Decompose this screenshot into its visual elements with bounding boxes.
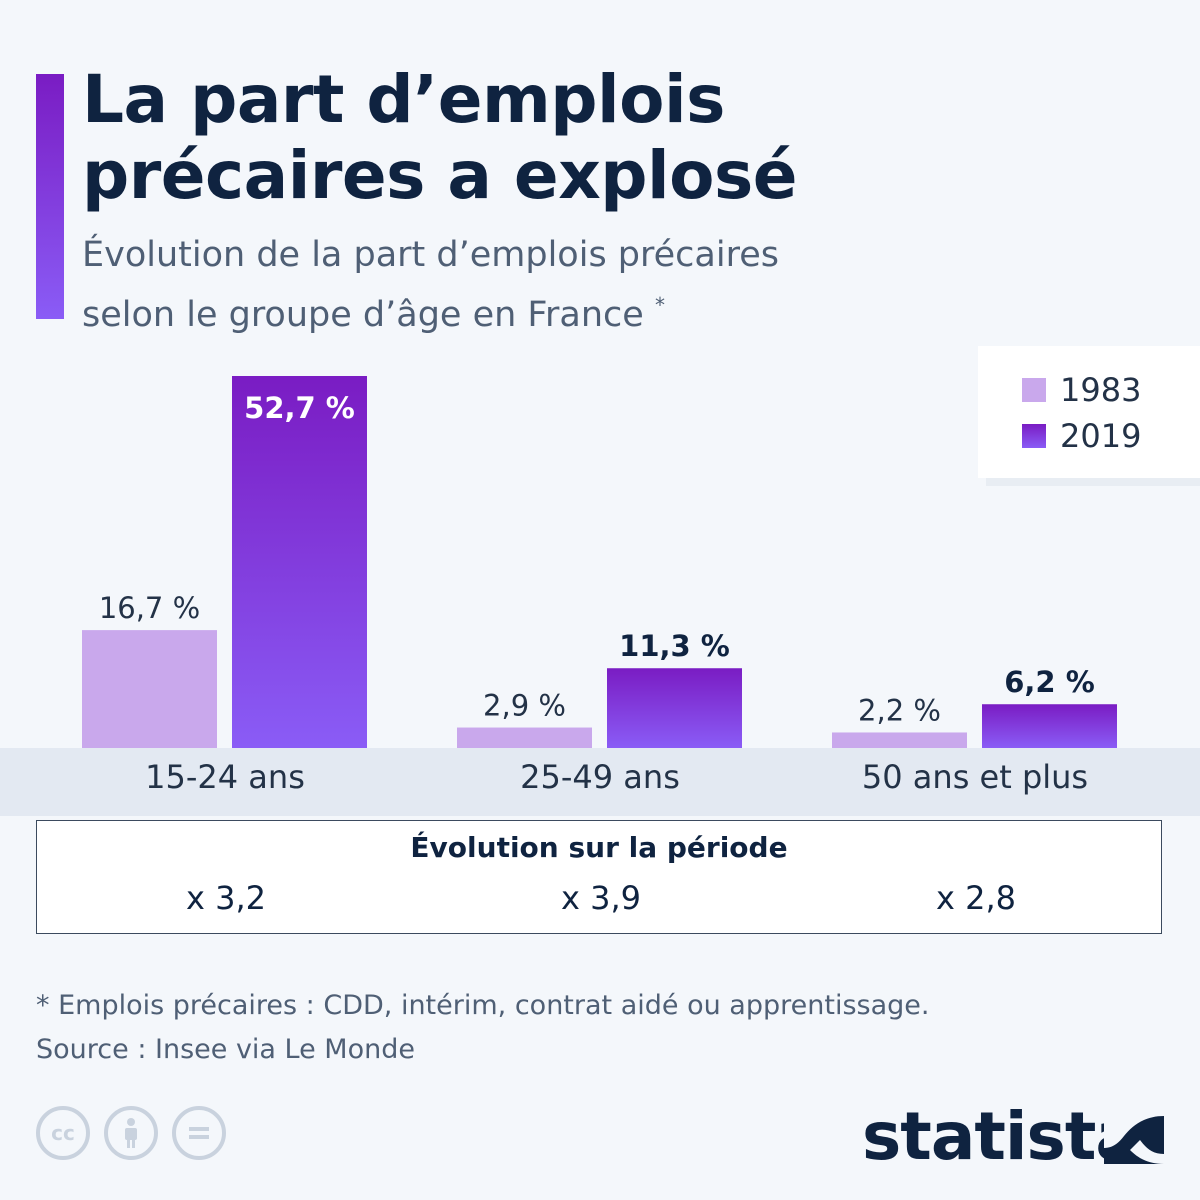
bar-1983-1 [457, 727, 592, 748]
title-line-1: La part d’emplois [82, 61, 725, 138]
legend-item-1983: 1983 [1022, 370, 1141, 410]
subtitle-line-2: selon le groupe d’âge en France [82, 295, 644, 335]
legend-swatch-1983 [1022, 378, 1046, 402]
category-label-15-24: 15-24 ans [145, 758, 305, 796]
legend-label-2019: 2019 [1060, 417, 1142, 455]
legend-label-1983: 1983 [1060, 371, 1142, 409]
bar-2019-0 [232, 376, 367, 748]
evolution-value-15-24: x 3,2 [186, 879, 266, 917]
evolution-value-50-plus: x 2,8 [936, 879, 1016, 917]
data-label-1983-1: 2,9 % [483, 689, 566, 723]
evolution-value-25-49: x 3,9 [561, 879, 641, 917]
category-axis-band [0, 748, 1200, 816]
title-accent-bar [36, 74, 64, 319]
evolution-box: Évolution sur la période x 3,2 x 3,9 x 2… [36, 820, 1162, 934]
title-line-2: précaires a explosé [82, 137, 798, 214]
statista-logo-icon [1104, 1106, 1164, 1164]
evolution-title: Évolution sur la période [410, 831, 788, 864]
chart-title: La part d’emplois précaires a explosé [82, 62, 1162, 214]
data-label-2019-0: 52,7 % [244, 391, 355, 425]
no-derivatives-icon[interactable] [172, 1106, 226, 1160]
data-label-2019-1: 11,3 % [619, 629, 730, 663]
bar-2019-2 [982, 704, 1117, 748]
data-label-1983-0: 16,7 % [99, 591, 200, 625]
license-icons: cc [36, 1106, 226, 1160]
cc-icon[interactable]: cc [36, 1106, 90, 1160]
attribution-icon[interactable] [104, 1106, 158, 1160]
category-label-50-plus: 50 ans et plus [861, 758, 1089, 796]
legend-swatch-2019 [1022, 424, 1046, 448]
category-label-25-49: 25-49 ans [520, 758, 680, 796]
chart-subtitle: Évolution de la part d’emplois précaires… [82, 230, 1082, 340]
source: Source : Insee via Le Monde [36, 1034, 415, 1065]
data-label-2019-2: 6,2 % [1004, 665, 1095, 699]
data-label-1983-2: 2,2 % [858, 693, 941, 727]
legend: 1983 2019 [978, 346, 1200, 478]
bars-group: 16,7 % 52,7 % 2,9 % 11,3 % 2,2 % 6,2 % [82, 376, 1117, 748]
subtitle-line-1: Évolution de la part d’emplois précaires [82, 235, 779, 275]
bar-2019-1 [607, 668, 742, 748]
statista-logo-text: statista [862, 1098, 1140, 1175]
bar-1983-2 [832, 732, 967, 748]
footnote: * Emplois précaires : CDD, intérim, cont… [36, 990, 930, 1021]
legend-item-2019: 2019 [1022, 416, 1141, 456]
subtitle-footnote-marker: * [654, 293, 665, 317]
bar-1983-0 [82, 630, 217, 748]
bar-chart: 16,7 % 52,7 % 2,9 % 11,3 % 2,2 % 6,2 % [82, 376, 1117, 748]
